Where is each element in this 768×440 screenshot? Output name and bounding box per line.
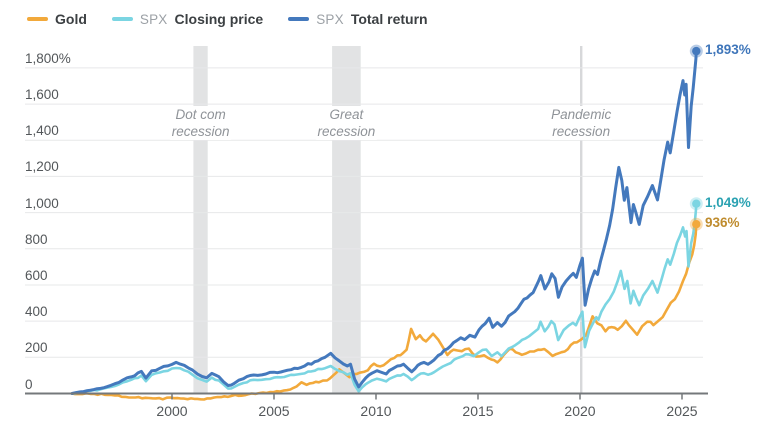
y-axis-label: 1,200 [25,159,59,175]
y-axis-label: 800 [25,231,48,247]
x-axis-label: 2010 [360,403,392,419]
great-recession-band [332,46,361,394]
x-axis-label: 2015 [462,403,494,419]
end-value-label-spx-closing-price: 1,049% [705,194,751,210]
dot-com-recession-band [193,46,208,394]
y-axis-label: 1,600 [25,87,59,103]
series-line-gold [70,222,698,401]
pandemic-recession-line [580,46,583,394]
annotation-text: Pandemic [548,106,615,123]
annotation-text: recession [168,123,233,140]
legend-item-closing-price[interactable]: SPX Closing price [111,11,264,27]
y-axis-label: 0 [25,376,33,392]
y-axis-label: 1,400 [25,123,59,139]
legend-prefix: SPX [139,11,168,27]
legend: Gold SPX Closing price SPX Total return [27,11,428,27]
annotation-pandemic: Pandemic recession [506,106,656,140]
series-line-spx-total-return [70,49,698,395]
annotation-dot-com: Dot com recession [126,106,276,140]
y-axis-label: 1,800% [25,50,71,66]
endpoint-dot-gold [692,220,701,229]
legend-label: Total return [350,11,428,27]
legend-label: Closing price [174,11,264,27]
legend-swatch-icon [111,17,133,21]
end-value-label-gold: 936% [705,215,740,231]
legend-swatch-icon [27,17,48,21]
series-line-spx-closing-price [70,202,698,395]
x-axis-label: 2020 [564,403,596,419]
legend-swatch-icon [288,17,310,21]
y-axis-label: 200 [25,340,48,356]
legend-label: Gold [55,11,87,27]
annotation-text: recession [549,123,614,140]
annotation-great: Great recession [271,106,421,140]
x-axis-label: 2000 [156,403,188,419]
annotation-text: Dot com [172,106,229,123]
endpoint-dot-spx-total-return [692,46,701,56]
x-axis-label: 2025 [666,403,698,419]
y-axis-label: 400 [25,304,48,320]
legend-prefix: SPX [316,11,344,27]
endpoint-dot-spx-closing-price [692,199,701,208]
x-axis-label: 2005 [258,403,290,419]
annotation-text: Great [326,106,367,123]
y-axis-label: 600 [25,268,48,283]
y-axis-label: 1,000 [25,195,59,211]
end-value-label-spx-total-return: 1,893% [705,42,751,58]
legend-item-total-return[interactable]: SPX Total return [288,11,428,27]
legend-item-gold[interactable]: Gold [27,11,87,27]
annotation-text: recession [314,123,379,140]
